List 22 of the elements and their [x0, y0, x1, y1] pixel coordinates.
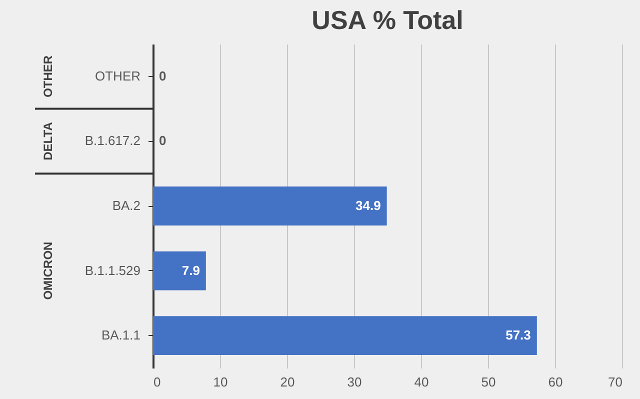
x-tick-label: 40 [414, 374, 429, 390]
x-tick-label: 70 [608, 374, 622, 390]
y-tick-label: B.1.1.529 [84, 262, 140, 278]
y-tick-label: BA.1.1 [101, 328, 140, 343]
data-label: 34.9 [356, 198, 381, 213]
y-tick-label: BA.2 [112, 198, 140, 213]
text: OMICRON [41, 242, 55, 300]
text: OTHER [41, 55, 55, 98]
data-label: 57.3 [506, 328, 531, 343]
data-label: 7.9 [182, 262, 200, 278]
x-tick-label: 20 [280, 374, 295, 390]
text: DELTA [41, 122, 55, 160]
x-tick-label: 10 [213, 374, 228, 390]
chart-title: USA % Total [312, 5, 464, 35]
y-tick-label: OTHER [95, 68, 140, 84]
x-tick-label: 60 [548, 374, 563, 390]
data-label: 0 [159, 68, 166, 84]
x-tick-label: 50 [481, 374, 496, 390]
x-tick-label: 0 [154, 374, 161, 390]
x-tick-label: 30 [347, 374, 362, 390]
data-label: 0 [159, 133, 166, 148]
y-tick-label: B.1.617.2 [84, 133, 140, 148]
